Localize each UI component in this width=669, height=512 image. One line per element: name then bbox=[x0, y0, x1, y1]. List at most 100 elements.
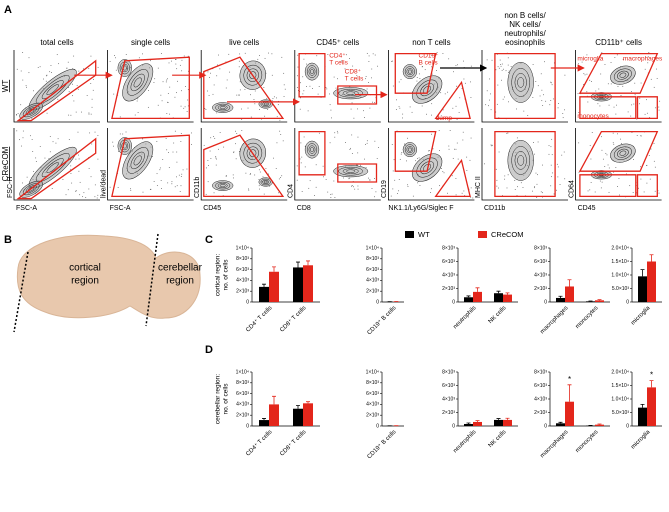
event-dot bbox=[601, 187, 602, 188]
event-dot bbox=[68, 87, 69, 88]
event-dot bbox=[73, 56, 74, 57]
event-dot bbox=[285, 89, 286, 90]
event-dot bbox=[272, 100, 273, 101]
event-dot bbox=[181, 174, 182, 175]
event-dot bbox=[278, 192, 279, 193]
event-dot bbox=[647, 62, 648, 63]
y-tick-label: 4×10³ bbox=[236, 402, 249, 408]
event-dot bbox=[350, 148, 351, 149]
y-tick-label: 1×10⁴ bbox=[366, 369, 379, 375]
event-dot bbox=[614, 107, 615, 108]
y-tick-label: 6×10³ bbox=[442, 383, 455, 389]
event-dot bbox=[301, 157, 302, 158]
event-dot bbox=[298, 67, 299, 68]
event-dot bbox=[179, 175, 180, 176]
error-bar bbox=[641, 270, 645, 277]
event-dot bbox=[175, 186, 176, 187]
event-dot bbox=[210, 137, 211, 138]
x-tick-label: neutrophils bbox=[453, 305, 478, 330]
event-dot bbox=[492, 60, 493, 61]
event-dot bbox=[52, 188, 53, 189]
event-dot bbox=[351, 109, 352, 110]
event-dot bbox=[358, 189, 359, 190]
event-dot bbox=[357, 165, 358, 166]
event-dot bbox=[557, 176, 558, 177]
event-dot bbox=[77, 85, 78, 86]
event-dot bbox=[154, 82, 155, 83]
event-dot bbox=[377, 158, 378, 159]
event-dot bbox=[229, 72, 230, 73]
event-dot bbox=[274, 96, 275, 97]
error-bar bbox=[467, 296, 471, 297]
event-dot bbox=[646, 183, 647, 184]
event-dot bbox=[589, 189, 590, 190]
y-tick-label: 0 bbox=[246, 299, 249, 305]
event-dot bbox=[334, 132, 335, 133]
column-title: single cells bbox=[131, 38, 170, 47]
event-dot bbox=[175, 64, 176, 65]
event-dot bbox=[297, 75, 298, 76]
event-dot bbox=[67, 68, 68, 69]
event-dot bbox=[89, 114, 90, 115]
event-dot bbox=[556, 190, 557, 191]
axis-label: NK1.1/Ly6G/Siglec F bbox=[388, 205, 453, 212]
event-dot bbox=[534, 187, 535, 188]
event-dot bbox=[502, 70, 503, 71]
event-dot bbox=[152, 156, 153, 157]
event-dot bbox=[532, 97, 533, 98]
event-dot bbox=[420, 78, 421, 79]
event-dot bbox=[180, 141, 181, 142]
column-title: eosinophils bbox=[505, 38, 545, 47]
event-dot bbox=[656, 69, 657, 70]
event-dot bbox=[410, 107, 411, 108]
event-dot bbox=[552, 84, 553, 85]
event-dot bbox=[93, 79, 94, 80]
event-dot bbox=[649, 155, 650, 156]
event-dot bbox=[351, 135, 352, 136]
error-bar bbox=[306, 261, 310, 265]
event-dot bbox=[31, 118, 32, 119]
event-dot bbox=[300, 142, 301, 143]
x-tick-label: monocytes bbox=[575, 429, 600, 454]
y-tick-label: 0 bbox=[376, 423, 379, 429]
event-dot bbox=[188, 106, 189, 107]
event-dot bbox=[337, 133, 338, 134]
event-dot bbox=[578, 93, 579, 94]
event-dot bbox=[613, 144, 614, 145]
region-label: region bbox=[166, 276, 194, 287]
event-dot bbox=[645, 114, 646, 115]
event-dot bbox=[369, 55, 370, 56]
event-dot bbox=[641, 179, 642, 180]
event-dot bbox=[415, 160, 416, 161]
event-dot bbox=[251, 117, 252, 118]
event-dot bbox=[364, 159, 365, 160]
flow-plot bbox=[482, 128, 568, 200]
event-dot bbox=[597, 103, 598, 104]
event-dot bbox=[433, 148, 434, 149]
event-dot bbox=[637, 135, 638, 136]
y-tick-label: 2×10³ bbox=[534, 286, 547, 292]
event-dot bbox=[72, 84, 73, 85]
event-dot bbox=[611, 83, 612, 84]
event-dot bbox=[498, 188, 499, 189]
event-dot bbox=[97, 135, 98, 136]
event-dot bbox=[330, 104, 331, 105]
event-dot bbox=[550, 100, 551, 101]
event-dot bbox=[319, 133, 320, 134]
event-dot bbox=[188, 56, 189, 57]
y-tick-label: 4×10³ bbox=[366, 278, 379, 284]
y-tick-label: 8×10³ bbox=[366, 256, 379, 262]
event-dot bbox=[491, 109, 492, 110]
event-dot bbox=[365, 78, 366, 79]
event-dot bbox=[163, 81, 164, 82]
event-dot bbox=[16, 114, 17, 115]
event-dot bbox=[126, 132, 127, 133]
event-dot bbox=[281, 57, 282, 58]
event-dot bbox=[508, 101, 509, 102]
event-dot bbox=[120, 134, 121, 135]
event-dot bbox=[587, 74, 588, 75]
event-dot bbox=[216, 75, 217, 76]
event-dot bbox=[456, 86, 457, 87]
event-dot bbox=[431, 188, 432, 189]
event-dot bbox=[209, 77, 210, 78]
